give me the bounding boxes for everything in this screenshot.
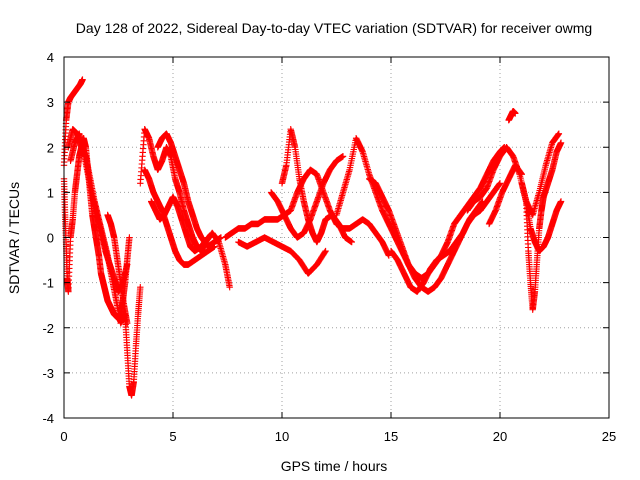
y-axis-label: SDTVAR / TECUs bbox=[6, 182, 22, 294]
y-tick-label: -1 bbox=[42, 276, 54, 291]
grid bbox=[64, 57, 609, 418]
x-tick-label: 15 bbox=[384, 429, 398, 444]
data-point bbox=[137, 283, 144, 291]
data-point bbox=[79, 76, 86, 83]
x-axis-label: GPS time / hours bbox=[281, 458, 388, 474]
series-s18 bbox=[505, 107, 519, 124]
data-point bbox=[385, 252, 393, 259]
data-point bbox=[211, 243, 218, 250]
data-point bbox=[557, 198, 565, 205]
data-point bbox=[348, 238, 355, 246]
series-s16 bbox=[387, 198, 486, 295]
series-s20 bbox=[518, 180, 565, 255]
data-point bbox=[126, 234, 133, 241]
y-tick-label: 1 bbox=[47, 185, 54, 200]
series-s21 bbox=[485, 162, 525, 228]
data-point bbox=[479, 198, 486, 205]
data-point bbox=[321, 248, 329, 256]
data-point bbox=[557, 139, 565, 146]
series-s9 bbox=[148, 193, 212, 255]
series-s19 bbox=[522, 139, 565, 313]
x-tick-label: 25 bbox=[602, 429, 616, 444]
y-tick-label: 3 bbox=[47, 95, 54, 110]
y-tick-label: 2 bbox=[47, 140, 54, 155]
y-tick-label: 4 bbox=[47, 50, 54, 65]
data-point bbox=[518, 171, 525, 178]
series-s11 bbox=[235, 234, 329, 277]
y-tick-label: -2 bbox=[42, 321, 54, 336]
series-s13 bbox=[267, 153, 347, 241]
series-s1 bbox=[60, 76, 86, 169]
x-tick-label: 0 bbox=[60, 429, 67, 444]
axis-ticks: 0 5 10 15 20 25 -4 -3 -2 -1 0 1 2 3 4 bbox=[42, 50, 616, 444]
y-tick-label: -4 bbox=[42, 411, 54, 426]
data-points bbox=[60, 76, 565, 399]
series-s8 bbox=[141, 166, 218, 268]
data-point bbox=[496, 180, 504, 187]
y-tick-label: -3 bbox=[42, 366, 54, 381]
series-s7 bbox=[154, 130, 225, 250]
x-tick-label: 20 bbox=[493, 429, 507, 444]
data-point bbox=[124, 261, 131, 268]
data-point bbox=[124, 320, 131, 327]
data-point bbox=[204, 234, 212, 241]
data-point bbox=[555, 130, 563, 137]
data-point bbox=[226, 283, 233, 291]
series-s5 bbox=[104, 211, 131, 327]
data-point bbox=[512, 110, 519, 117]
x-tick-label: 10 bbox=[275, 429, 289, 444]
data-point bbox=[339, 153, 347, 160]
chart-title: Day 128 of 2022, Sidereal Day-to-day VTE… bbox=[76, 20, 592, 36]
y-tick-label: 0 bbox=[47, 231, 54, 246]
data-point bbox=[322, 247, 329, 255]
x-tick-label: 5 bbox=[169, 429, 176, 444]
